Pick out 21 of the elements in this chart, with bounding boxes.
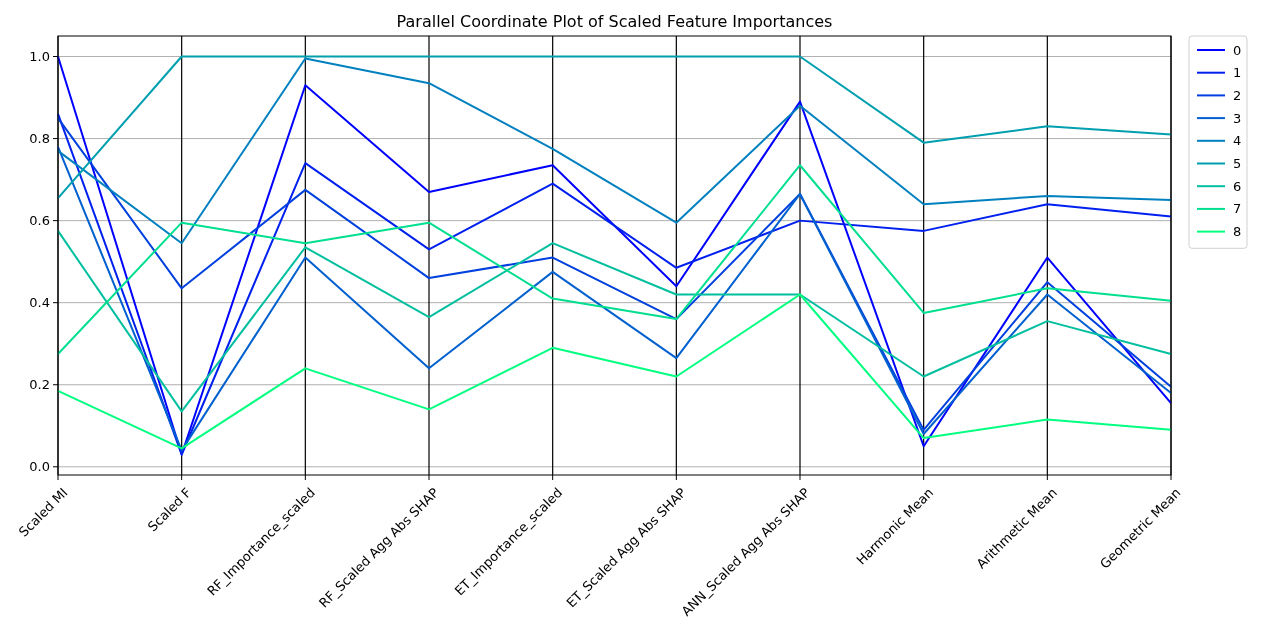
legend-label: 7 xyxy=(1233,201,1242,217)
y-tick-label: 0.8 xyxy=(29,131,50,147)
y-tick-label: 1.0 xyxy=(29,49,50,65)
legend-label: 0 xyxy=(1233,42,1242,58)
line-series xyxy=(57,55,1172,200)
legend-label: 8 xyxy=(1233,224,1242,240)
y-tick-label: 0.6 xyxy=(29,213,50,229)
legend-label: 6 xyxy=(1233,178,1242,194)
line-series xyxy=(57,293,1172,450)
legend-label: 2 xyxy=(1233,87,1242,103)
line-series xyxy=(57,57,1172,245)
y-tick-label: 0.0 xyxy=(29,459,50,475)
legend-label: 3 xyxy=(1233,110,1242,126)
legend-label: 1 xyxy=(1233,65,1242,81)
chart-title: Parallel Coordinate Plot of Scaled Feature Importances xyxy=(396,12,833,31)
legend-label: 4 xyxy=(1233,133,1242,149)
line-series xyxy=(57,164,1172,355)
y-tick-label: 0.4 xyxy=(29,295,50,311)
y-tick-label: 0.2 xyxy=(29,377,50,393)
line-series xyxy=(57,229,1172,413)
legend-label: 5 xyxy=(1233,156,1242,172)
